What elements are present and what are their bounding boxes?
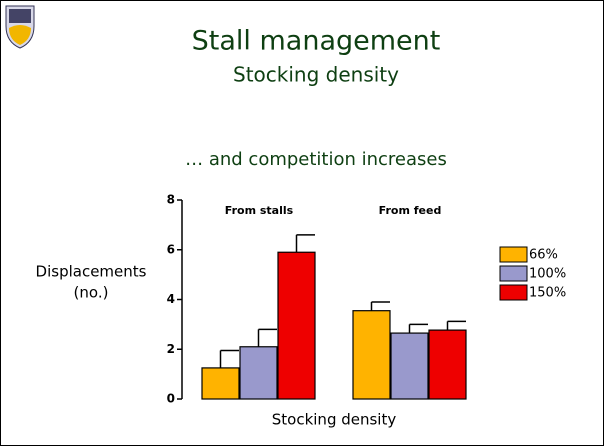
legend-label: 100% bbox=[529, 267, 566, 282]
y-tick-label: 6 bbox=[167, 242, 175, 256]
subtitle: Stocking density bbox=[233, 63, 399, 87]
bar bbox=[201, 367, 240, 400]
legend-swatch bbox=[499, 246, 528, 263]
bar bbox=[352, 310, 391, 400]
group-label: From stalls bbox=[225, 204, 294, 217]
legend-swatch bbox=[499, 265, 528, 282]
bar bbox=[428, 329, 467, 400]
bar bbox=[390, 332, 429, 400]
heading: … and competition increases bbox=[185, 149, 447, 170]
bar bbox=[239, 346, 278, 400]
y-tick-label: 0 bbox=[167, 392, 175, 406]
legend-label: 150% bbox=[529, 286, 566, 301]
logo bbox=[5, 5, 35, 49]
title: Stall management bbox=[192, 26, 441, 57]
group-label: From feed bbox=[379, 204, 442, 217]
y-tick-label: 2 bbox=[167, 342, 175, 356]
x-label: Stocking density bbox=[272, 411, 397, 429]
y-tick-label: 4 bbox=[167, 292, 175, 306]
y-label: (no.) bbox=[74, 284, 109, 302]
legend-label: 66% bbox=[529, 248, 558, 263]
y-tick-label: 8 bbox=[167, 193, 175, 207]
bar bbox=[277, 251, 316, 400]
legend-swatch bbox=[499, 284, 528, 301]
y-label: Displacements bbox=[36, 263, 147, 281]
